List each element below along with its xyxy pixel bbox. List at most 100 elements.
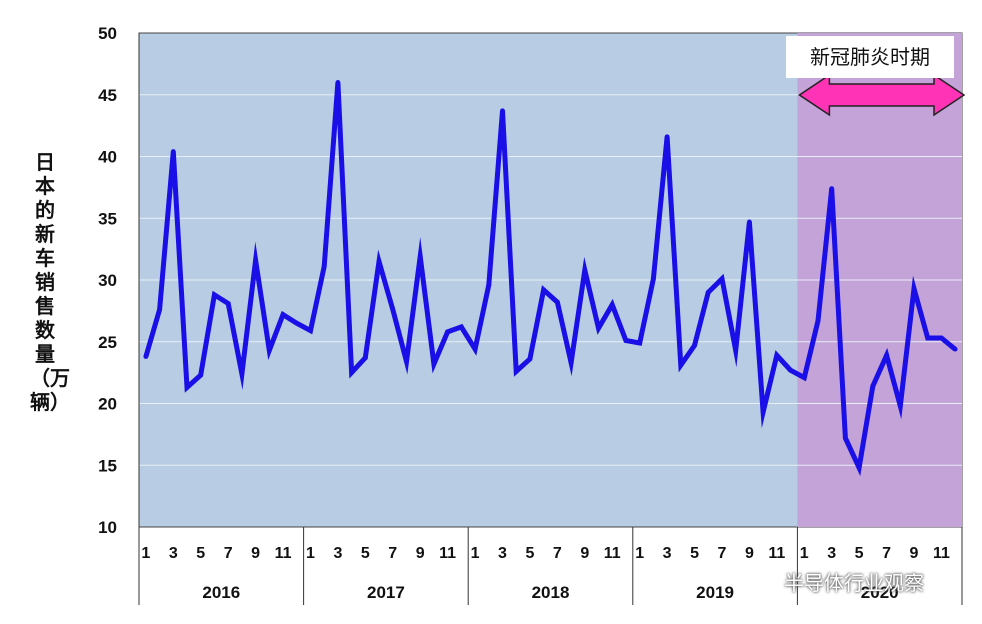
data-point: [788, 367, 793, 373]
x-tick-label: 1: [471, 545, 480, 562]
data-point: [431, 361, 437, 367]
x-tick-label: 5: [855, 545, 864, 562]
data-point: [294, 320, 300, 326]
data-point: [266, 347, 272, 353]
x-tick-label: 3: [333, 545, 342, 562]
data-point: [582, 267, 588, 273]
data-point: [417, 254, 423, 259]
data-point: [362, 355, 368, 361]
x-tick-label: 3: [498, 545, 507, 562]
x-tick-label: 7: [882, 545, 891, 562]
data-points: [143, 80, 958, 471]
year-label: 2016: [202, 583, 240, 602]
data-point: [184, 385, 190, 390]
data-point: [404, 359, 409, 364]
data-point: [335, 80, 341, 85]
y-tick-label: 30: [98, 271, 117, 290]
data-point: [609, 302, 615, 308]
data-point: [692, 343, 697, 348]
data-point: [513, 368, 519, 374]
y-tick-label: 40: [98, 148, 117, 167]
data-point: [870, 383, 876, 389]
data-point: [746, 219, 752, 225]
x-tick-label: 1: [635, 545, 644, 562]
x-tick-label: 11: [768, 545, 785, 562]
x-tick-label: 9: [580, 545, 589, 562]
data-point: [170, 149, 176, 154]
data-point: [253, 257, 258, 263]
data-point: [719, 276, 725, 282]
data-point: [925, 335, 931, 341]
data-point: [308, 328, 313, 334]
data-point: [472, 346, 478, 352]
y-tick-label: 25: [98, 333, 117, 352]
data-point: [843, 435, 848, 441]
data-point: [911, 286, 917, 292]
x-tick-label: 9: [910, 545, 919, 562]
watermark: 半导体行业观察: [752, 566, 924, 596]
x-tick-label: 1: [141, 545, 150, 562]
x-tick-label: 9: [416, 545, 425, 562]
data-point: [856, 465, 862, 471]
data-point: [458, 324, 464, 330]
x-tick-label: 5: [525, 545, 534, 562]
data-point: [212, 292, 217, 298]
x-tick-label: 1: [306, 545, 315, 562]
data-point: [801, 375, 807, 380]
year-label: 2019: [696, 583, 734, 602]
data-point: [815, 318, 821, 324]
data-point: [143, 354, 149, 359]
covid-period-arrow: [798, 73, 966, 117]
data-point: [760, 409, 766, 415]
x-tick-label: 11: [604, 545, 621, 562]
data-point: [554, 299, 560, 305]
data-point: [650, 276, 656, 282]
x-tick-label: 7: [553, 545, 562, 562]
y-tick-label: 45: [98, 86, 117, 105]
data-point: [705, 289, 711, 295]
data-point: [500, 108, 505, 114]
data-point: [445, 329, 451, 335]
x-tick-label: 11: [439, 545, 456, 562]
data-point: [774, 352, 780, 358]
gridlines: [139, 94, 962, 466]
x-tick-label: 3: [169, 545, 178, 562]
series-line: [143, 82, 957, 477]
data-point: [897, 403, 903, 409]
data-point: [664, 134, 670, 140]
x-tick-label: 7: [224, 545, 233, 562]
x-tick-label: 9: [251, 545, 260, 562]
data-point: [952, 346, 958, 352]
y-tick-label: 35: [98, 209, 117, 228]
data-point: [198, 372, 204, 378]
x-tick-label: 11: [275, 545, 292, 562]
y-axis-label: 日本的新车销售数量（万辆）: [30, 150, 70, 414]
data-point: [623, 338, 629, 343]
x-tick-label: 5: [196, 545, 205, 562]
data-point: [884, 352, 889, 358]
data-point: [239, 371, 245, 377]
watermark-text: 半导体行业观察: [784, 570, 924, 595]
data-point: [349, 370, 355, 376]
data-point: [939, 335, 944, 341]
data-point: [678, 362, 684, 368]
x-tick-label: 1: [800, 545, 809, 562]
x-tick-label: 5: [690, 545, 699, 562]
x-tick-label: 3: [827, 545, 836, 562]
year-label: 2017: [367, 583, 405, 602]
y-tick-label: 50: [98, 24, 117, 43]
x-tick-label: 11: [933, 545, 950, 562]
data-point: [637, 340, 643, 346]
x-tick-label: 7: [718, 545, 727, 562]
data-point: [157, 307, 162, 313]
data-point: [321, 264, 327, 269]
y-tick-label: 20: [98, 395, 117, 414]
data-point: [527, 356, 533, 362]
data-point: [486, 282, 492, 288]
y-axis-ticks: 10 15 20 25 30 35 40 45 50: [98, 24, 117, 537]
data-point: [568, 360, 574, 366]
x-tick-label: 3: [663, 545, 672, 562]
data-point: [596, 325, 601, 331]
